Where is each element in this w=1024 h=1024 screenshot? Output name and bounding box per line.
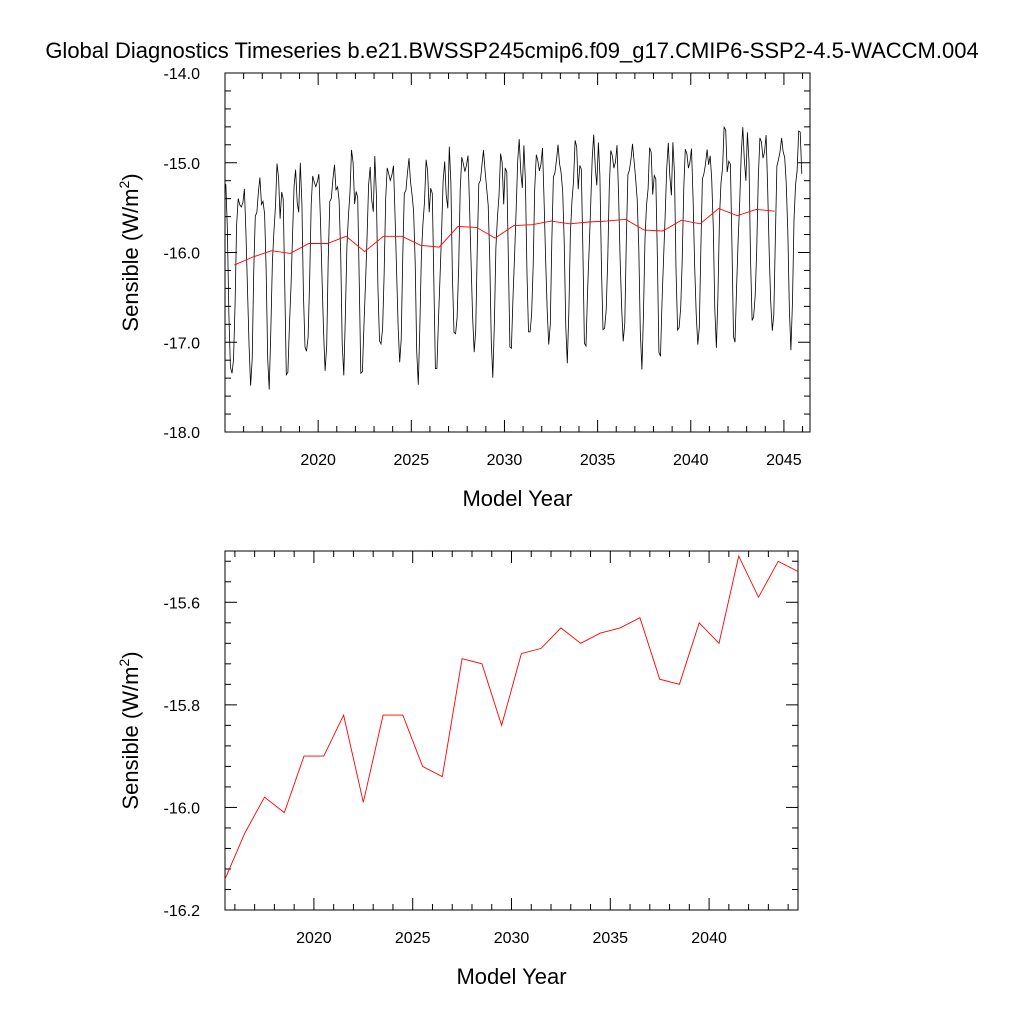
y-axis-label-sup: 2 (116, 659, 132, 667)
y-tick-label: -14.0 (164, 66, 201, 83)
x-tick-label: 2020 (296, 930, 332, 947)
y-axis-label-sup: 2 (116, 181, 132, 189)
y-tick-label: -16.0 (164, 800, 201, 817)
y-axis-label-main: Sensible (W/m (118, 189, 143, 332)
y-tick-label: -15.8 (164, 698, 201, 715)
y-axis-label-close: ) (118, 651, 143, 658)
x-tick-label: 2025 (395, 930, 431, 947)
x-tick-label: 2040 (673, 452, 709, 469)
x-axis-label: Model Year (462, 486, 572, 511)
y-axis-label: Sensible (W/m2) (116, 173, 143, 331)
x-axis-label: Model Year (456, 964, 566, 989)
y-axis-label: Sensible (W/m2) (116, 651, 143, 809)
chart-title: Global Diagnostics Timeseries b.e21.BWSS… (45, 38, 979, 63)
x-tick-label: 2030 (494, 930, 530, 947)
x-tick-label: 2030 (487, 452, 523, 469)
plot-panel-1: 2020 2025 2030 2035 2040 2045 -14.0 -15.0 -16.0 -… (116, 66, 811, 511)
x-tick-label: 2040 (691, 930, 727, 947)
y-tick-label: -15.0 (164, 156, 201, 173)
y-axis-label-close: ) (118, 173, 143, 180)
x-tick-label: 2035 (592, 930, 628, 947)
x-tick-label: 2045 (766, 452, 802, 469)
annual-series-line (234, 207, 775, 266)
x-tick-label: 2020 (300, 452, 336, 469)
y-tick-label: -17.0 (164, 335, 201, 352)
y-tick-label: -16.0 (164, 246, 201, 263)
y-tick-label: -18.0 (164, 425, 201, 442)
y-tick-label: -15.6 (164, 595, 201, 612)
y-tick-label: -16.2 (164, 903, 201, 920)
plot-frame (224, 72, 811, 433)
x-tick-label: 2035 (580, 452, 616, 469)
annual-series-line (225, 554, 798, 880)
plot-panel-2: 2020 2025 2030 2035 2040 -15.6 -15.8 -16.0 -16.2… (116, 550, 799, 989)
plot-frame (224, 550, 799, 911)
y-axis-label-main: Sensible (W/m (118, 667, 143, 810)
x-tick-label: 2025 (394, 452, 430, 469)
monthly-series-line (225, 125, 803, 390)
